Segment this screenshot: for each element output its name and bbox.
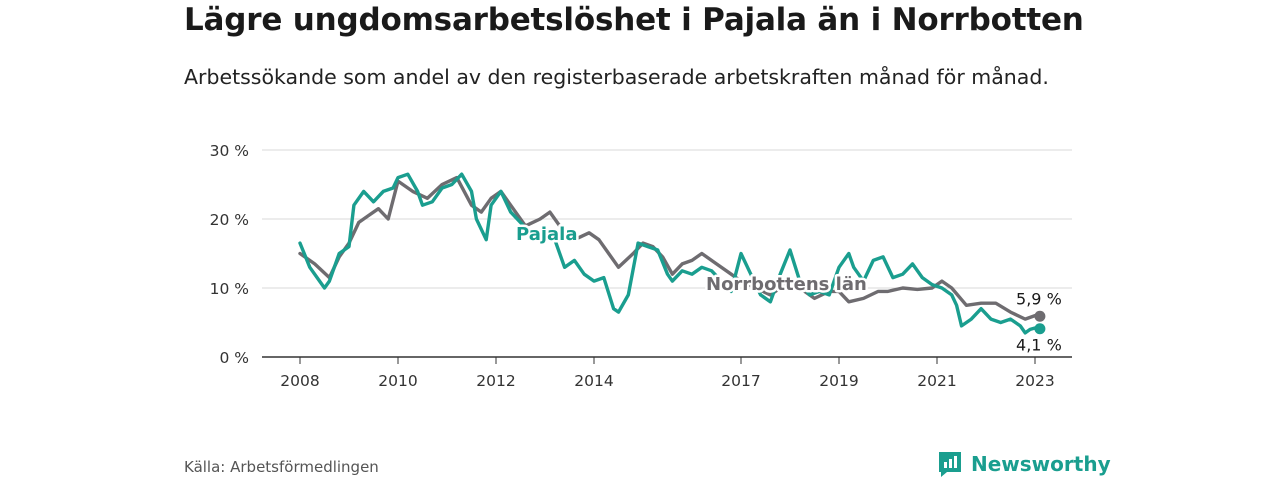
brand-name: Newsworthy bbox=[971, 452, 1111, 476]
y-tick-label: 20 % bbox=[210, 211, 249, 229]
series-line-norrbottens-l-n bbox=[298, 175, 1042, 321]
end-label-norrbotten: 5,9 % bbox=[1016, 289, 1062, 308]
brand-logo[interactable]: Newsworthy bbox=[937, 448, 1111, 480]
y-tick-label: 10 % bbox=[210, 280, 249, 298]
x-tick-label: 2012 bbox=[476, 372, 515, 390]
x-tick-label: 2019 bbox=[819, 372, 858, 390]
x-tick-label: 2014 bbox=[574, 372, 613, 390]
end-point-pajala bbox=[1034, 323, 1046, 335]
series-name-norrbottens-l-n: Norrbottens län bbox=[706, 274, 867, 295]
end-label-pajala: 4,1 % bbox=[1016, 336, 1062, 355]
source-note: Källa: Arbetsförmedlingen bbox=[184, 458, 379, 476]
newsworthy-logo-icon bbox=[939, 452, 961, 477]
chart-subtitle: Arbetssökande som andel av den registerb… bbox=[184, 65, 1049, 89]
annotations: 5,9 % 4,1 % Pajala Norrbottens län bbox=[514, 222, 1062, 355]
x-tick-label: 2010 bbox=[378, 372, 417, 390]
x-tick-label: 2021 bbox=[917, 372, 956, 390]
y-tick-label: 30 % bbox=[210, 142, 249, 160]
series-name-pajala: Pajala bbox=[516, 224, 578, 245]
y-tick-label: 0 % bbox=[219, 349, 249, 367]
series-lines bbox=[298, 172, 1046, 335]
x-tick-label: 2008 bbox=[280, 372, 319, 390]
x-axis: 2008 2010 2012 2014 2017 2019 2021 2023 bbox=[280, 357, 1055, 390]
x-tick-label: 2023 bbox=[1015, 372, 1054, 390]
gridlines bbox=[262, 149, 1072, 358]
y-axis: 0 % 10 % 20 % 30 % bbox=[210, 142, 249, 367]
x-tick-label: 2017 bbox=[721, 372, 760, 390]
chart-title: Lägre ungdomsarbetslöshet i Pajala än i … bbox=[184, 2, 1084, 38]
end-point-norrbottens-l-n bbox=[1034, 310, 1046, 322]
series-line-pajala bbox=[298, 172, 1042, 335]
